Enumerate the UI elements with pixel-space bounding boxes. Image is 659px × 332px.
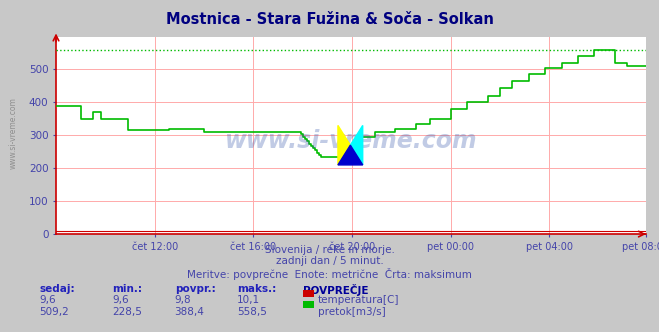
Text: pretok[m3/s]: pretok[m3/s] (318, 307, 386, 317)
Text: Meritve: povprečne  Enote: metrične  Črta: maksimum: Meritve: povprečne Enote: metrične Črta:… (187, 268, 472, 280)
Text: zadnji dan / 5 minut.: zadnji dan / 5 minut. (275, 256, 384, 266)
Text: povpr.:: povpr.: (175, 284, 215, 294)
Text: www.si-vreme.com: www.si-vreme.com (9, 97, 18, 169)
Text: Slovenija / reke in morje.: Slovenija / reke in morje. (264, 245, 395, 255)
Text: 509,2: 509,2 (40, 307, 69, 317)
Text: POVPREČJE: POVPREČJE (303, 284, 368, 296)
Text: 9,6: 9,6 (40, 295, 56, 305)
Text: sedaj:: sedaj: (40, 284, 75, 294)
Text: 10,1: 10,1 (237, 295, 260, 305)
Text: 9,6: 9,6 (112, 295, 129, 305)
Text: 228,5: 228,5 (112, 307, 142, 317)
Polygon shape (338, 145, 362, 165)
Text: maks.:: maks.: (237, 284, 277, 294)
Text: temperatura[C]: temperatura[C] (318, 295, 399, 305)
Text: 558,5: 558,5 (237, 307, 267, 317)
Text: min.:: min.: (112, 284, 142, 294)
Text: Mostnica - Stara Fužina & Soča - Solkan: Mostnica - Stara Fužina & Soča - Solkan (165, 12, 494, 27)
Polygon shape (338, 125, 351, 165)
Polygon shape (351, 125, 362, 165)
Text: 388,4: 388,4 (175, 307, 204, 317)
Text: www.si-vreme.com: www.si-vreme.com (225, 129, 477, 153)
Text: 9,8: 9,8 (175, 295, 191, 305)
